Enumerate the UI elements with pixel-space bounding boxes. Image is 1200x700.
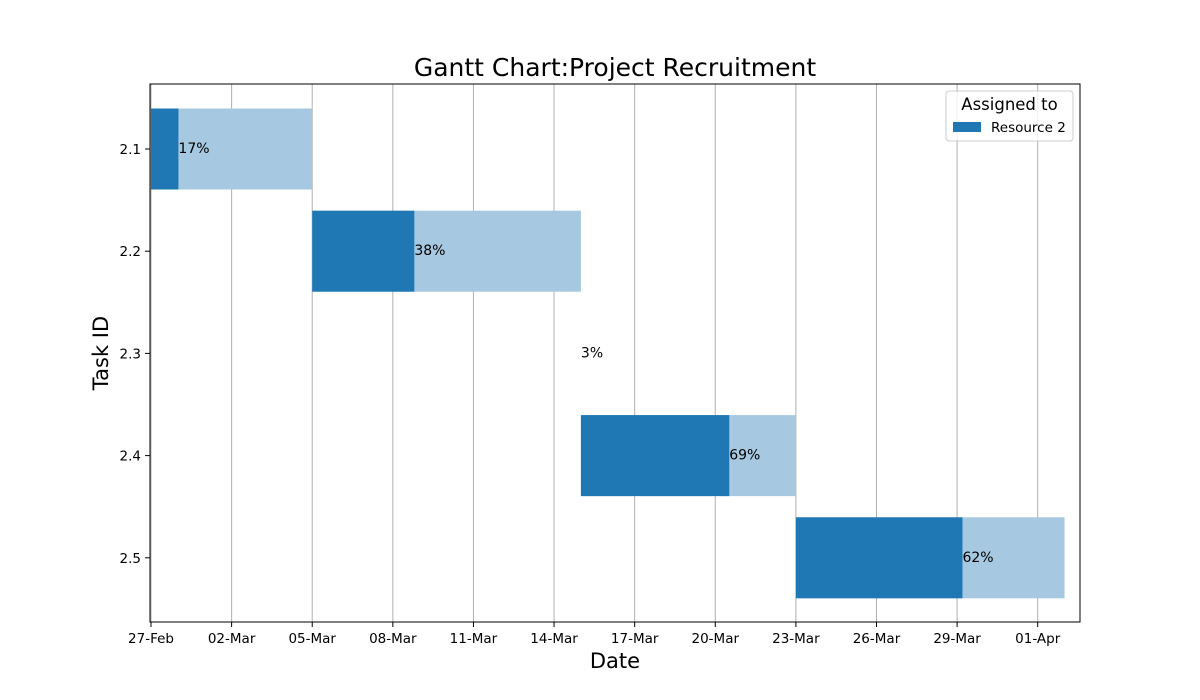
x-tick-label: 01-Apr: [1015, 631, 1061, 647]
bar-completion-label: 3%: [581, 345, 603, 361]
x-tick-label: 29-Mar: [933, 631, 981, 647]
bar-completion-label: 17%: [178, 141, 209, 157]
x-tick-label: 23-Mar: [772, 631, 820, 647]
chart-title: Gantt Chart:Project Recruitment: [414, 53, 817, 82]
bar-completion-label: 62%: [962, 550, 993, 566]
bar-completion-label: 38%: [414, 243, 445, 259]
bar-labels-layer: 17% 38% 3% 69% 62%: [178, 141, 993, 566]
x-tick-label: 17-Mar: [611, 631, 659, 647]
x-axis: 27-Feb 02-Mar 05-Mar 08-Mar 11-Mar 14-Mar 17-M…: [128, 622, 1061, 647]
y-axis-label: Task ID: [89, 316, 113, 391]
y-axis: 2.1 2.2 2.3 2.4 2.5: [120, 142, 150, 567]
y-tick-label: 2.2: [120, 244, 141, 260]
bars-layer: [151, 108, 1065, 599]
legend: Assigned to Resource 2: [945, 90, 1074, 142]
bar-completed: [312, 210, 415, 292]
y-tick-label: 2.5: [120, 551, 141, 567]
bar-completion-label: 69%: [729, 448, 760, 464]
legend-entry-resource-2: Resource 2: [991, 120, 1066, 136]
x-tick-label: 02-Mar: [208, 631, 256, 647]
x-tick-label: 11-Mar: [450, 631, 498, 647]
y-tick-label: 2.1: [120, 142, 141, 158]
y-tick-label: 2.3: [120, 346, 141, 362]
y-tick-label: 2.4: [120, 449, 141, 465]
x-tick-label: 26-Mar: [853, 631, 901, 647]
x-tick-label: 14-Mar: [530, 631, 578, 647]
x-axis-label: Date: [590, 649, 640, 673]
x-tick-label: 27-Feb: [128, 631, 174, 647]
legend-swatch-resource-2: [953, 122, 981, 132]
x-tick-label: 20-Mar: [692, 631, 740, 647]
legend-title: Assigned to: [961, 95, 1057, 114]
x-tick-label: 08-Mar: [369, 631, 417, 647]
bar-completed: [580, 415, 730, 497]
x-tick-label: 05-Mar: [288, 631, 336, 647]
bar-completed: [151, 108, 179, 190]
bar-completed: [795, 517, 963, 599]
